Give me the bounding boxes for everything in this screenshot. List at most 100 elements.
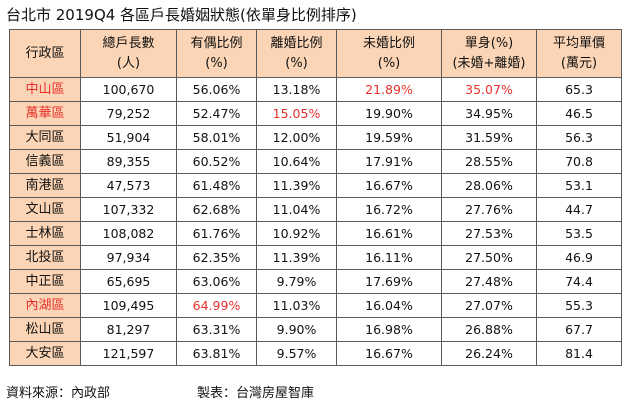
price-cell: 67.7 xyxy=(536,317,622,342)
header-price-unit: (萬元) xyxy=(560,55,598,71)
header-married-unit: (%) xyxy=(205,55,228,71)
price-cell: 70.8 xyxy=(536,149,622,174)
married-cell: 61.76% xyxy=(176,221,257,246)
header-single-unit: (未婚+離婚) xyxy=(452,55,526,71)
households-cell: 79,252 xyxy=(80,101,177,126)
district-cell: 文山區 xyxy=(9,197,81,222)
price-cell: 53.5 xyxy=(536,221,622,246)
unmarried-cell: 16.67% xyxy=(336,341,442,366)
single-cell: 27.76% xyxy=(441,197,537,222)
table-row: 松山區 81,297 63.31% 9.90% 16.98% 26.88% 67… xyxy=(9,317,622,342)
header-divorced-unit: (%) xyxy=(285,55,308,71)
unmarried-cell: 19.90% xyxy=(336,101,442,126)
married-cell: 61.48% xyxy=(176,173,257,198)
households-cell: 97,934 xyxy=(80,245,177,270)
households-cell: 121,597 xyxy=(80,341,177,366)
unmarried-cell: 19.59% xyxy=(336,125,442,150)
table-row: 內湖區 109,495 64.99% 11.03% 16.04% 27.07% … xyxy=(9,293,622,318)
header-married: 有偶比例 (%) xyxy=(176,29,257,78)
single-cell: 27.53% xyxy=(441,221,537,246)
unmarried-cell: 17.69% xyxy=(336,269,442,294)
table-row: 萬華區 79,252 52.47% 15.05% 19.90% 34.95% 4… xyxy=(9,101,622,126)
single-cell: 27.50% xyxy=(441,245,537,270)
table-row: 南港區 47,573 61.48% 11.39% 16.67% 28.06% 5… xyxy=(9,173,622,198)
table-maker-note: 製表：台灣房屋智庫 xyxy=(197,386,315,401)
single-cell: 27.48% xyxy=(441,269,537,294)
header-divorced-label: 離婚比例 xyxy=(270,35,323,51)
divorced-cell: 11.03% xyxy=(256,293,337,318)
households-cell: 100,670 xyxy=(80,77,177,102)
header-unmarried-label: 未婚比例 xyxy=(362,35,415,51)
price-cell: 74.4 xyxy=(536,269,622,294)
district-cell: 北投區 xyxy=(9,245,81,270)
header-divorced: 離婚比例 (%) xyxy=(256,29,337,78)
table-row: 士林區 108,082 61.76% 10.92% 16.61% 27.53% … xyxy=(9,221,622,246)
divorced-cell: 9.57% xyxy=(256,341,337,366)
households-cell: 109,495 xyxy=(80,293,177,318)
table-row: 文山區 107,332 62.68% 11.04% 16.72% 27.76% … xyxy=(9,197,622,222)
district-cell: 內湖區 xyxy=(9,293,81,318)
header-married-label: 有偶比例 xyxy=(190,35,243,51)
married-cell: 64.99% xyxy=(176,293,257,318)
married-cell: 63.31% xyxy=(176,317,257,342)
divorced-cell: 13.18% xyxy=(256,77,337,102)
district-cell: 萬華區 xyxy=(9,101,81,126)
divorced-cell: 15.05% xyxy=(256,101,337,126)
table-row: 信義區 89,355 60.52% 10.64% 17.91% 28.55% 7… xyxy=(9,149,622,174)
table-row: 北投區 97,934 62.35% 11.39% 16.11% 27.50% 4… xyxy=(9,245,622,270)
table-body: 中山區 100,670 56.06% 13.18% 21.89% 35.07% … xyxy=(9,77,622,366)
households-cell: 107,332 xyxy=(80,197,177,222)
single-cell: 28.55% xyxy=(441,149,537,174)
price-cell: 65.3 xyxy=(536,77,622,102)
married-cell: 52.47% xyxy=(176,101,257,126)
district-cell: 南港區 xyxy=(9,173,81,198)
district-cell: 松山區 xyxy=(9,317,81,342)
married-cell: 63.06% xyxy=(176,269,257,294)
divorced-cell: 9.79% xyxy=(256,269,337,294)
price-cell: 44.7 xyxy=(536,197,622,222)
page-title: 台北市 2019Q4 各區戶長婚姻狀態(依單身比例排序) xyxy=(6,6,357,24)
households-cell: 47,573 xyxy=(80,173,177,198)
header-unmarried-unit: (%) xyxy=(377,55,401,71)
header-households-label: 總戶長數 xyxy=(102,35,155,51)
district-cell: 信義區 xyxy=(9,149,81,174)
divorced-cell: 11.39% xyxy=(256,245,337,270)
households-cell: 108,082 xyxy=(80,221,177,246)
single-cell: 34.95% xyxy=(441,101,537,126)
header-price-label: 平均單價 xyxy=(552,35,605,51)
header-households: 總戶長數 (人) xyxy=(80,29,177,78)
married-cell: 60.52% xyxy=(176,149,257,174)
price-cell: 56.3 xyxy=(536,125,622,150)
header-district-label: 行政區 xyxy=(25,45,65,61)
unmarried-cell: 16.98% xyxy=(336,317,442,342)
unmarried-cell: 16.72% xyxy=(336,197,442,222)
data-source-note: 資料來源：內政部 xyxy=(6,386,111,401)
single-cell: 35.07% xyxy=(441,77,537,102)
header-single: 單身(%) (未婚+離婚) xyxy=(441,29,537,78)
unmarried-cell: 16.11% xyxy=(336,245,442,270)
price-cell: 81.4 xyxy=(536,341,622,366)
married-cell: 62.35% xyxy=(176,245,257,270)
unmarried-cell: 16.61% xyxy=(336,221,442,246)
married-cell: 56.06% xyxy=(176,77,257,102)
table-row: 大安區 121,597 63.81% 9.57% 16.67% 26.24% 8… xyxy=(9,341,622,366)
header-single-label: 單身(%) xyxy=(464,35,514,51)
table-row: 中山區 100,670 56.06% 13.18% 21.89% 35.07% … xyxy=(9,77,622,102)
header-district: 行政區 xyxy=(9,29,81,78)
unmarried-cell: 21.89% xyxy=(336,77,442,102)
district-cell: 大安區 xyxy=(9,341,81,366)
unmarried-cell: 16.67% xyxy=(336,173,442,198)
price-cell: 46.9 xyxy=(536,245,622,270)
district-cell: 大同區 xyxy=(9,125,81,150)
married-cell: 62.68% xyxy=(176,197,257,222)
price-cell: 55.3 xyxy=(536,293,622,318)
single-cell: 28.06% xyxy=(441,173,537,198)
district-cell: 士林區 xyxy=(9,221,81,246)
married-cell: 63.81% xyxy=(176,341,257,366)
single-cell: 27.07% xyxy=(441,293,537,318)
unmarried-cell: 17.91% xyxy=(336,149,442,174)
table-row: 大同區 51,904 58.01% 12.00% 19.59% 31.59% 5… xyxy=(9,125,622,150)
divorced-cell: 11.04% xyxy=(256,197,337,222)
single-cell: 26.24% xyxy=(441,341,537,366)
header-price: 平均單價 (萬元) xyxy=(536,29,622,78)
